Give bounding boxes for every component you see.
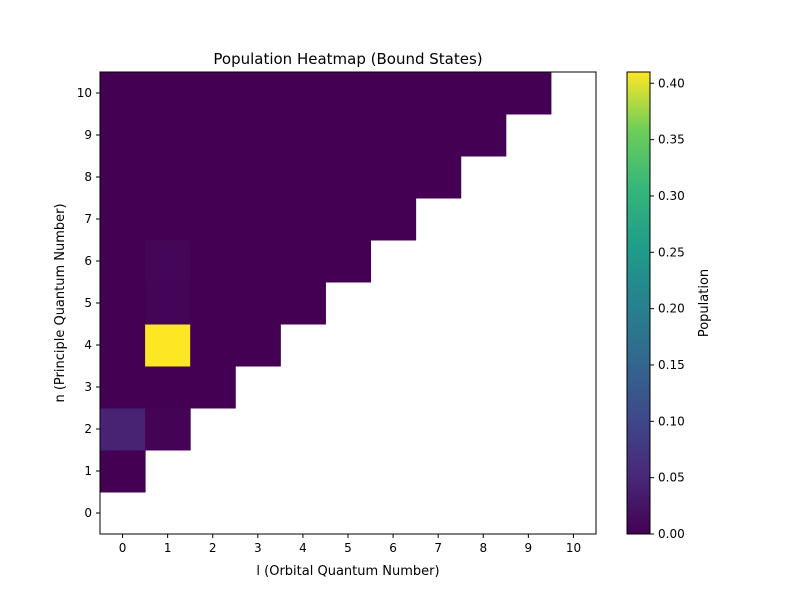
heatmap-cell	[460, 114, 507, 157]
y-tick-label: 5	[84, 296, 92, 310]
heatmap-cell	[325, 240, 372, 283]
heatmap-cell	[235, 282, 281, 325]
heatmap-cell	[460, 72, 507, 115]
heatmap-cell	[235, 198, 281, 241]
colorbar-tick-label: 0.00	[658, 527, 685, 541]
colorbar-tick-label: 0.40	[658, 76, 685, 90]
y-tick-label: 6	[84, 254, 92, 268]
heatmap-cell	[145, 408, 191, 451]
heatmap-cells	[100, 72, 552, 493]
heatmap-cell	[145, 72, 191, 115]
heatmap-cell	[100, 114, 146, 157]
x-tick-label: 3	[254, 541, 262, 555]
colorbar-tick-label: 0.10	[658, 414, 685, 428]
heatmap-cell	[100, 366, 146, 409]
heatmap-cell	[145, 240, 191, 283]
x-tick-label: 8	[479, 541, 487, 555]
heatmap-cell	[190, 72, 236, 115]
colorbar-tick-label: 0.15	[658, 358, 685, 372]
heatmap-cell	[235, 156, 281, 199]
x-axis-ticks: 0 1 2 3 4 5 6 7 8 9 10	[119, 534, 581, 555]
heatmap-cell	[280, 114, 326, 157]
heatmap-cell	[415, 156, 462, 199]
heatmap-cell	[100, 282, 146, 325]
y-tick-label: 2	[84, 422, 92, 436]
heatmap-cell	[370, 114, 417, 157]
heatmap-cell	[100, 198, 146, 241]
x-tick-label: 0	[119, 541, 127, 555]
heatmap-cell	[145, 324, 191, 367]
y-tick-label: 10	[77, 86, 92, 100]
heatmap-cell	[370, 72, 417, 115]
heatmap-cell	[235, 324, 281, 367]
heatmap-cell	[325, 114, 372, 157]
heatmap-cell	[280, 156, 326, 199]
x-tick-label: 6	[389, 541, 397, 555]
heatmap-cell	[145, 366, 191, 409]
y-tick-label: 3	[84, 380, 92, 394]
heatmap-cell	[325, 156, 372, 199]
heatmap-cell	[370, 156, 417, 199]
heatmap-cell	[145, 156, 191, 199]
colorbar-tick-label: 0.05	[658, 471, 685, 485]
x-axis-label: l (Orbital Quantum Number)	[256, 564, 439, 579]
heatmap-cell	[235, 240, 281, 283]
heatmap-cell	[190, 198, 236, 241]
y-axis-ticks: 0 1 2 3 4 5 6 7 8 9 10	[77, 86, 100, 520]
heatmap-cell	[505, 72, 552, 115]
heatmap-cell	[145, 114, 191, 157]
colorbar-tick-label: 0.35	[658, 133, 685, 147]
heatmap-cell	[100, 156, 146, 199]
y-axis-label: n (Principle Quantum Number)	[53, 203, 68, 402]
heatmap-cell	[100, 72, 146, 115]
y-tick-label: 1	[84, 464, 92, 478]
colorbar-tick-label: 0.20	[658, 302, 685, 316]
heatmap-cell	[235, 114, 281, 157]
heatmap-cell	[190, 114, 236, 157]
heatmap-cell	[190, 324, 236, 367]
x-tick-label: 2	[209, 541, 217, 555]
colorbar-label: Population	[697, 269, 712, 337]
heatmap-cell	[415, 114, 462, 157]
colorbar-tick-label: 0.30	[658, 189, 685, 203]
heatmap-cell	[190, 240, 236, 283]
heatmap-cell	[415, 72, 462, 115]
heatmap-cell	[100, 408, 146, 451]
y-tick-label: 7	[84, 212, 92, 226]
heatmap-cell	[370, 198, 417, 241]
heatmap-cell	[100, 324, 146, 367]
x-tick-label: 1	[164, 541, 172, 555]
heatmap-cell	[280, 198, 326, 241]
y-tick-label: 9	[84, 128, 92, 142]
x-tick-label: 10	[566, 541, 581, 555]
chart-title: Population Heatmap (Bound States)	[213, 50, 482, 68]
x-tick-label: 4	[299, 541, 307, 555]
colorbar-tick-label: 0.25	[658, 245, 685, 259]
heatmap-cell	[325, 72, 372, 115]
x-tick-label: 7	[434, 541, 442, 555]
y-tick-label: 4	[84, 338, 92, 352]
heatmap-cell	[145, 282, 191, 325]
heatmap-cell	[280, 282, 326, 325]
heatmap-cell	[190, 282, 236, 325]
colorbar-ticks: 0.00 0.05 0.10 0.15 0.20 0.25 0.30 0.35 0.40	[650, 76, 685, 541]
x-tick-label: 9	[525, 541, 533, 555]
colorbar	[626, 71, 651, 535]
heatmap-cell	[190, 366, 236, 409]
heatmap-cell	[325, 198, 372, 241]
heatmap-cell	[280, 72, 326, 115]
heatmap-cell	[235, 72, 281, 115]
heatmap-cell	[100, 240, 146, 283]
y-tick-label: 0	[84, 506, 92, 520]
heatmap-cell	[145, 198, 191, 241]
heatmap-cell	[280, 240, 326, 283]
y-tick-label: 8	[84, 170, 92, 184]
x-tick-label: 5	[344, 541, 352, 555]
heatmap-cell	[190, 156, 236, 199]
heatmap-cell	[100, 450, 146, 493]
